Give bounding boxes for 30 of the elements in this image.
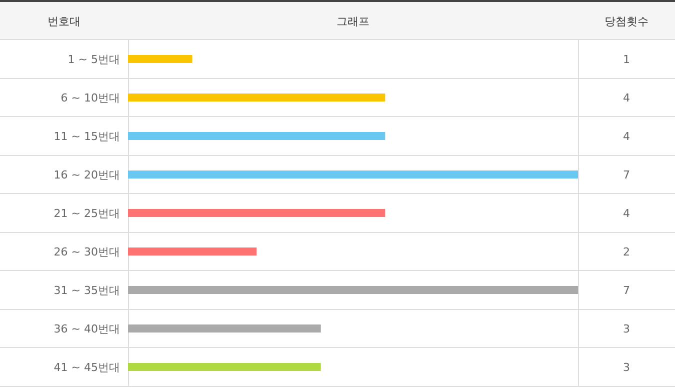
data-label: 3 bbox=[623, 322, 630, 336]
bar bbox=[128, 324, 321, 332]
y-tick-label: 6 ~ 10번대 bbox=[60, 92, 120, 105]
x-axis-title: 그래프 bbox=[336, 14, 370, 30]
y-tick-label: 11 ~ 15번대 bbox=[54, 130, 120, 144]
y-tick-label: 16 ~ 20번대 bbox=[54, 168, 120, 182]
text: 당첨횟수 bbox=[604, 14, 650, 30]
bar bbox=[128, 286, 578, 294]
bar bbox=[128, 94, 386, 102]
y-tick-label: 31 ~ 35번대 bbox=[54, 284, 120, 298]
bar bbox=[128, 132, 386, 140]
data-label: 4 bbox=[623, 207, 630, 220]
y-tick-label: 41 ~ 45번대 bbox=[54, 361, 120, 374]
y-tick-label: 36 ~ 40번대 bbox=[54, 322, 120, 336]
data-label: 4 bbox=[623, 92, 630, 104]
bar bbox=[128, 209, 386, 217]
y-axis-title: 번호대 bbox=[46, 14, 82, 30]
data-label: 4 bbox=[623, 130, 630, 143]
data-label: 2 bbox=[623, 246, 630, 258]
y-tick-label: 21 ~ 25번대 bbox=[54, 207, 120, 220]
bar bbox=[128, 248, 257, 256]
data-label: 1 bbox=[623, 53, 630, 66]
bar bbox=[128, 363, 321, 371]
data-label: 7 bbox=[623, 284, 630, 297]
data-label: 7 bbox=[623, 168, 630, 182]
y-tick-label: 1 ~ 5번대 bbox=[68, 53, 120, 66]
y-tick-label: 26 ~ 30번대 bbox=[54, 246, 120, 259]
data-label: 3 bbox=[623, 361, 630, 374]
bar bbox=[128, 55, 192, 63]
bar bbox=[128, 170, 578, 178]
